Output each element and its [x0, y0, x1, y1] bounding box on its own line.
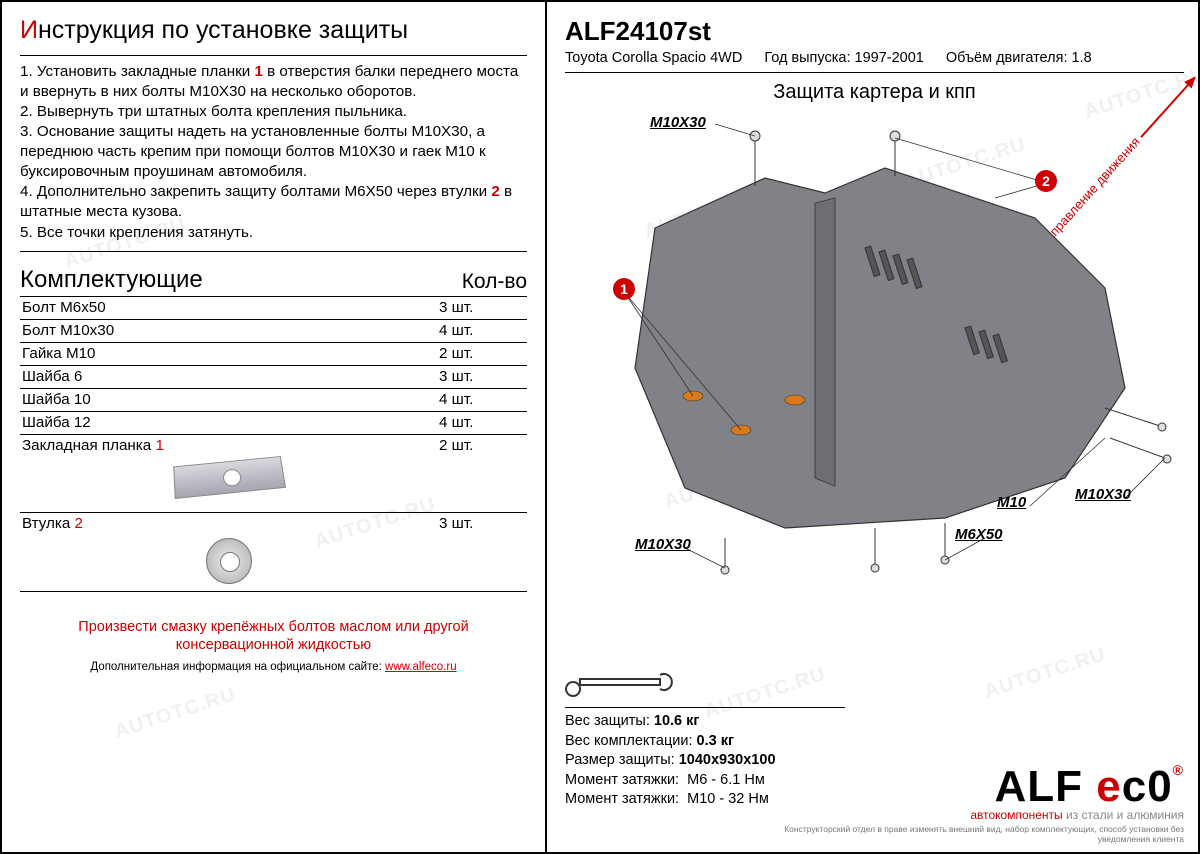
components-table: Болт М6х503 шт.Болт М10х304 шт.Гайка М10… — [20, 297, 527, 592]
right-column: ALF24107st Toyota Corolla Spacio 4WD Год… — [547, 2, 1198, 852]
comp-name: Втулка 2 — [20, 512, 437, 591]
info-link[interactable]: www.alfeco.ru — [385, 661, 457, 673]
logo-sub-grey: из стали и алюминия — [1063, 808, 1184, 822]
diagram-badge: 1 — [613, 278, 635, 300]
table-row: Болт М6х503 шт. — [20, 297, 527, 320]
diagram-callout: M10X30 — [635, 536, 691, 553]
title-first-letter: И — [20, 16, 38, 44]
disclaimer: Конструкторский отдел в праве изменять в… — [734, 824, 1184, 844]
comp-name: Шайба 10 — [20, 388, 437, 411]
skid-plate-diagram — [565, 108, 1185, 578]
part-ring-icon — [206, 538, 252, 584]
year-label: Год выпуска: — [764, 50, 850, 66]
specs-block: Вес защиты: 10.6 кг Вес комплектации: 0.… — [565, 707, 845, 810]
table-row: Шайба 63 шт. — [20, 365, 527, 388]
instruction-step: 4. Дополнительно закрепить защиту болтам… — [20, 182, 527, 222]
logo-reg-icon: ® — [1173, 762, 1184, 778]
weight-label: Вес защиты: — [565, 713, 650, 729]
instructions-box: 1. Установить закладные планки 1 в отвер… — [20, 55, 527, 252]
engine-block: Объём двигателя: 1.8 — [946, 50, 1092, 66]
year-block: Год выпуска: 1997-2001 — [764, 50, 924, 66]
torque2-label: Момент затяжки: — [565, 791, 679, 807]
instruction-step: 5. Все точки крепления затянуть. — [20, 223, 527, 243]
size-value: 1040х930х100 — [679, 752, 776, 768]
product-header: ALF24107st Toyota Corolla Spacio 4WD Год… — [565, 16, 1184, 73]
comp-name: Болт М6х50 — [20, 297, 437, 320]
table-row: Шайба 104 шт. — [20, 388, 527, 411]
product-meta: Toyota Corolla Spacio 4WD Год выпуска: 1… — [565, 50, 1184, 66]
warning-text: Произвести смазку крепёжных болтов масло… — [20, 618, 527, 656]
instruction-step: 3. Основание защиты надеть на установлен… — [20, 122, 527, 182]
table-row: Болт М10х304 шт. — [20, 319, 527, 342]
product-code: ALF24107st — [565, 16, 1184, 47]
comp-qty: 4 шт. — [437, 388, 527, 411]
logo-text: ALF ec0® — [970, 762, 1184, 812]
vehicle-name: Toyota Corolla Spacio 4WD — [565, 50, 742, 66]
diagram-callout: M10X30 — [1075, 486, 1131, 503]
comp-qty: 2 шт. — [437, 434, 527, 512]
year-value: 1997-2001 — [855, 50, 924, 66]
logo-sub: автокомпоненты из стали и алюминия — [970, 808, 1184, 822]
components-title: Комплектующие — [20, 266, 203, 294]
comp-name: Гайка М10 — [20, 342, 437, 365]
comp-name: Шайба 6 — [20, 365, 437, 388]
table-row: Закладная планка 12 шт. — [20, 434, 527, 512]
components-header: Комплектующие Кол-во — [20, 266, 527, 297]
part-bar-icon — [173, 456, 286, 499]
comp-name: Болт М10х30 — [20, 319, 437, 342]
weight-value: 10.6 кг — [654, 713, 700, 729]
page-title: Инструкция по установке защиты — [20, 16, 527, 45]
qty-title: Кол-во — [462, 270, 527, 294]
diagram-title: Защита картера и кпп — [565, 81, 1184, 104]
info-prefix: Дополнительная информация на официальном… — [90, 661, 385, 673]
comp-qty: 4 шт. — [437, 319, 527, 342]
instruction-step: 2. Вывернуть три штатных болта крепления… — [20, 102, 527, 122]
table-row: Гайка М102 шт. — [20, 342, 527, 365]
kit-value: 0.3 кг — [697, 733, 734, 749]
comp-qty: 3 шт. — [437, 365, 527, 388]
logo-e: e — [1096, 762, 1121, 811]
instruction-step: 1. Установить закладные планки 1 в отвер… — [20, 62, 527, 102]
comp-name: Шайба 12 — [20, 411, 437, 434]
title-rest: нструкция по установке защиты — [38, 16, 408, 44]
left-column: Инструкция по установке защиты 1. Устано… — [2, 2, 547, 852]
diagram-callout: M6X50 — [955, 526, 1003, 543]
comp-name: Закладная планка 1 — [20, 434, 437, 512]
comp-qty: 2 шт. — [437, 342, 527, 365]
info-text: Дополнительная информация на официальном… — [20, 661, 527, 673]
wrench-icon — [565, 667, 675, 697]
diagram-callout: M10 — [997, 494, 1026, 511]
logo-sub-red: автокомпоненты — [970, 808, 1062, 822]
torque1-label: Момент затяжки: — [565, 772, 679, 788]
logo-alf: ALF — [994, 762, 1083, 811]
comp-qty: 4 шт. — [437, 411, 527, 434]
torque2-value: М10 - 32 Нм — [687, 791, 769, 807]
torque1-value: М6 - 6.1 Нм — [687, 772, 765, 788]
kit-label: Вес комплектации: — [565, 733, 693, 749]
diagram-area: M10X30 M10X30 M6X50 M10 M10X30 1 2 — [565, 108, 1184, 578]
size-label: Размер защиты: — [565, 752, 675, 768]
diagram-badge: 2 — [1035, 170, 1057, 192]
comp-qty: 3 шт. — [437, 297, 527, 320]
table-row: Втулка 23 шт. — [20, 512, 527, 591]
engine-value: 1.8 — [1072, 50, 1092, 66]
table-row: Шайба 124 шт. — [20, 411, 527, 434]
logo-co: c0 — [1122, 762, 1173, 811]
engine-label: Объём двигателя: — [946, 50, 1068, 66]
diagram-callout: M10X30 — [650, 114, 706, 131]
comp-qty: 3 шт. — [437, 512, 527, 591]
logo: ALF ec0® автокомпоненты из стали и алюми… — [970, 762, 1184, 822]
page: AUTOTC.RU AUTOTC.RU AUTOTC.RU AUTOTC.RU … — [0, 0, 1200, 854]
